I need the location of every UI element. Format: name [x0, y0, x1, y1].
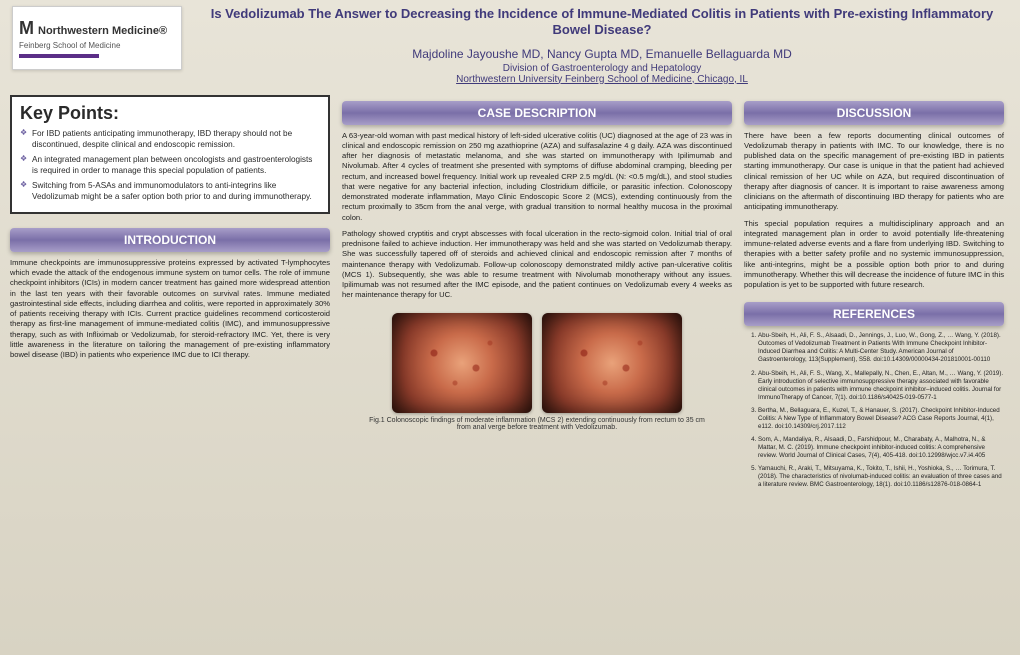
authors: Majdoline Jayoushe MD, Nancy Gupta MD, E…	[196, 47, 1008, 61]
discussion-text: There have been a few reports documentin…	[744, 131, 1004, 297]
key-point-item: An integrated management plan between on…	[20, 154, 320, 176]
institution-logo: M Northwestern Medicine® Feinberg School…	[12, 6, 182, 70]
endoscopy-image-1	[392, 313, 532, 413]
section-header-introduction: INTRODUCTION	[10, 228, 330, 252]
figure-caption: Fig.1 Colonoscopic findings of moderate …	[342, 417, 732, 431]
logo-main-text: M Northwestern Medicine®	[19, 18, 175, 39]
discussion-paragraph-2: This special population requires a multi…	[744, 219, 1004, 291]
title-block: Is Vedolizumab The Answer to Decreasing …	[196, 6, 1008, 85]
reference-item: Bertha, M., Bellaguara, E., Kuzel, T., &…	[758, 407, 1004, 431]
logo-sub-text: Feinberg School of Medicine	[19, 41, 175, 50]
key-points-heading: Key Points:	[20, 103, 320, 124]
discussion-paragraph-1: There have been a few reports documentin…	[744, 131, 1004, 213]
case-text: A 63-year-old woman with past medical hi…	[342, 131, 732, 307]
poster-title: Is Vedolizumab The Answer to Decreasing …	[196, 6, 1008, 39]
references-list: Abu-Sbeih, H., Ali, F. S., Alsaadi, D., …	[744, 332, 1004, 489]
key-point-item: For IBD patients anticipating immunother…	[20, 128, 320, 150]
reference-item: Yamauchi, R., Araki, T., Mitsuyama, K., …	[758, 465, 1004, 489]
affiliation-line-1: Division of Gastroenterology and Hepatol…	[196, 63, 1008, 74]
logo-accent-bar	[19, 54, 99, 58]
reference-item: Abu-Sbeih, H., Ali, F. S., Wang, X., Mal…	[758, 370, 1004, 402]
key-points-list: For IBD patients anticipating immunother…	[20, 128, 320, 202]
figure-row	[342, 313, 732, 413]
case-paragraph-1: A 63-year-old woman with past medical hi…	[342, 131, 732, 223]
reference-item: Som, A., Mandaliya, R., Alsaadi, D., Far…	[758, 436, 1004, 460]
poster-columns: Key Points: For IBD patients anticipatin…	[0, 85, 1020, 501]
poster-header: M Northwestern Medicine® Feinberg School…	[0, 0, 1020, 85]
section-header-references: REFERENCES	[744, 302, 1004, 326]
introduction-text: Immune checkpoints are immunosuppressive…	[10, 258, 330, 367]
affiliation-line-2: Northwestern University Feinberg School …	[196, 74, 1008, 85]
endoscopy-image-2	[542, 313, 682, 413]
column-center: CASE DESCRIPTION A 63-year-old woman wit…	[342, 95, 732, 495]
column-left: Key Points: For IBD patients anticipatin…	[10, 95, 330, 495]
key-points-box: Key Points: For IBD patients anticipatin…	[10, 95, 330, 214]
column-right: DISCUSSION There have been a few reports…	[744, 95, 1004, 495]
case-paragraph-2: Pathology showed cryptitis and crypt abs…	[342, 229, 732, 301]
section-header-discussion: DISCUSSION	[744, 101, 1004, 125]
section-header-case: CASE DESCRIPTION	[342, 101, 732, 125]
introduction-paragraph: Immune checkpoints are immunosuppressive…	[10, 258, 330, 361]
key-point-item: Switching from 5-ASAs and immunomodulato…	[20, 180, 320, 202]
references-block: Abu-Sbeih, H., Ali, F. S., Alsaadi, D., …	[744, 332, 1004, 494]
reference-item: Abu-Sbeih, H., Ali, F. S., Alsaadi, D., …	[758, 332, 1004, 364]
